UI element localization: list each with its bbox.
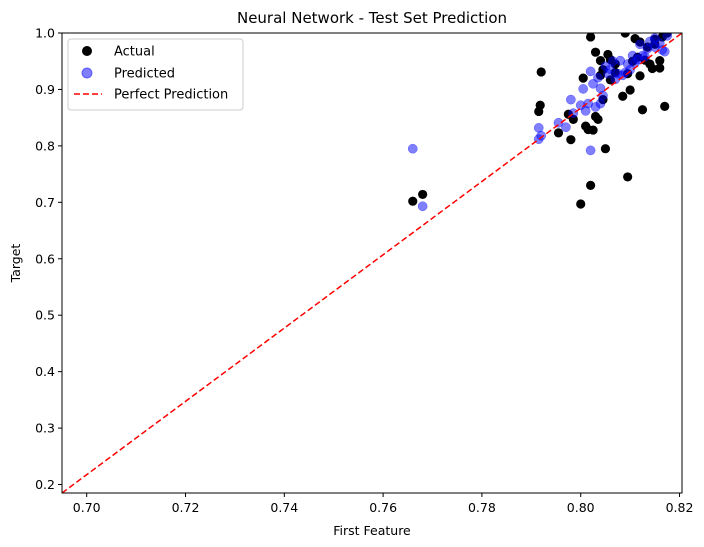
actual-point — [535, 100, 545, 110]
axes-frame — [61, 32, 683, 494]
actual-point — [620, 33, 630, 38]
actual-point — [566, 135, 576, 145]
x-axis-label: First Feature — [333, 523, 411, 538]
actual-point — [593, 114, 603, 124]
actual-point — [660, 101, 670, 111]
predicted-point — [553, 117, 564, 128]
actual-point — [637, 105, 648, 115]
actual-point — [588, 125, 598, 135]
x-tick-label: 0.74 — [270, 500, 298, 515]
actual-point — [635, 71, 645, 81]
legend-marker-predicted — [81, 67, 93, 79]
predicted-point — [536, 130, 547, 141]
perfect-prediction-line — [62, 33, 682, 493]
legend-label-perfect-prediction: Perfect Prediction — [114, 88, 228, 103]
predicted-point — [561, 122, 571, 133]
legend-label-actual: Actual — [114, 45, 155, 60]
legend-marker-actual — [82, 46, 92, 56]
y-axis: 0.2 0.3 0.4 0.5 0.6 0.7 0.8 0.9 1.0 — [35, 26, 62, 492]
predicted-point — [625, 64, 635, 75]
predicted-point — [585, 66, 596, 77]
actual-point — [408, 196, 418, 206]
actual-point — [578, 73, 588, 83]
actual-point — [625, 85, 635, 95]
x-tick-label: 0.78 — [468, 500, 496, 515]
y-tick-label: 0.2 — [35, 477, 55, 492]
predicted-point — [662, 33, 673, 41]
predicted-point — [565, 94, 576, 105]
predicted-point — [598, 90, 608, 101]
actual-point — [600, 144, 611, 154]
x-tick-label: 0.70 — [73, 500, 101, 515]
legend-box — [67, 38, 244, 111]
predicted-point — [407, 143, 418, 154]
actual-point — [623, 172, 633, 182]
actual-point — [618, 91, 628, 101]
predicted-point — [578, 84, 589, 94]
actual-point — [576, 199, 586, 209]
legend-label-predicted: Predicted — [114, 67, 175, 82]
chart-title: Neural Network - Test Set Prediction — [237, 9, 507, 27]
predicted-point — [585, 145, 596, 156]
predicted-point — [659, 46, 670, 57]
actual-point — [536, 67, 546, 77]
predicted-point — [593, 72, 603, 83]
y-tick-label: 0.5 — [35, 308, 55, 323]
y-tick-label: 0.3 — [35, 421, 55, 436]
predicted-point — [417, 201, 428, 212]
legend: Actual Predicted Perfect Prediction — [67, 38, 244, 111]
y-tick-label: 0.9 — [35, 82, 55, 97]
actual-point — [586, 180, 596, 190]
actual-point — [553, 128, 564, 138]
x-tick-label: 0.80 — [567, 500, 595, 515]
y-axis-label: Target — [8, 244, 23, 284]
predicted-point — [635, 39, 645, 50]
x-tick-label: 0.72 — [172, 500, 200, 515]
actual-point — [655, 56, 665, 66]
actual-point — [655, 63, 665, 73]
x-tick-label: 0.82 — [666, 500, 694, 515]
y-tick-label: 0.7 — [35, 195, 55, 210]
x-axis: 0.70 0.72 0.74 0.76 0.78 0.80 0.82 — [73, 493, 694, 515]
y-tick-label: 0.8 — [35, 138, 55, 153]
y-tick-label: 1.0 — [35, 26, 55, 41]
y-tick-label: 0.6 — [35, 251, 55, 266]
actual-point — [418, 189, 428, 200]
actual-point — [647, 63, 657, 74]
actual-point — [586, 33, 596, 42]
x-tick-label: 0.76 — [369, 500, 397, 515]
actual-point — [590, 47, 601, 57]
plot-area — [62, 33, 682, 493]
y-tick-label: 0.4 — [35, 364, 55, 379]
